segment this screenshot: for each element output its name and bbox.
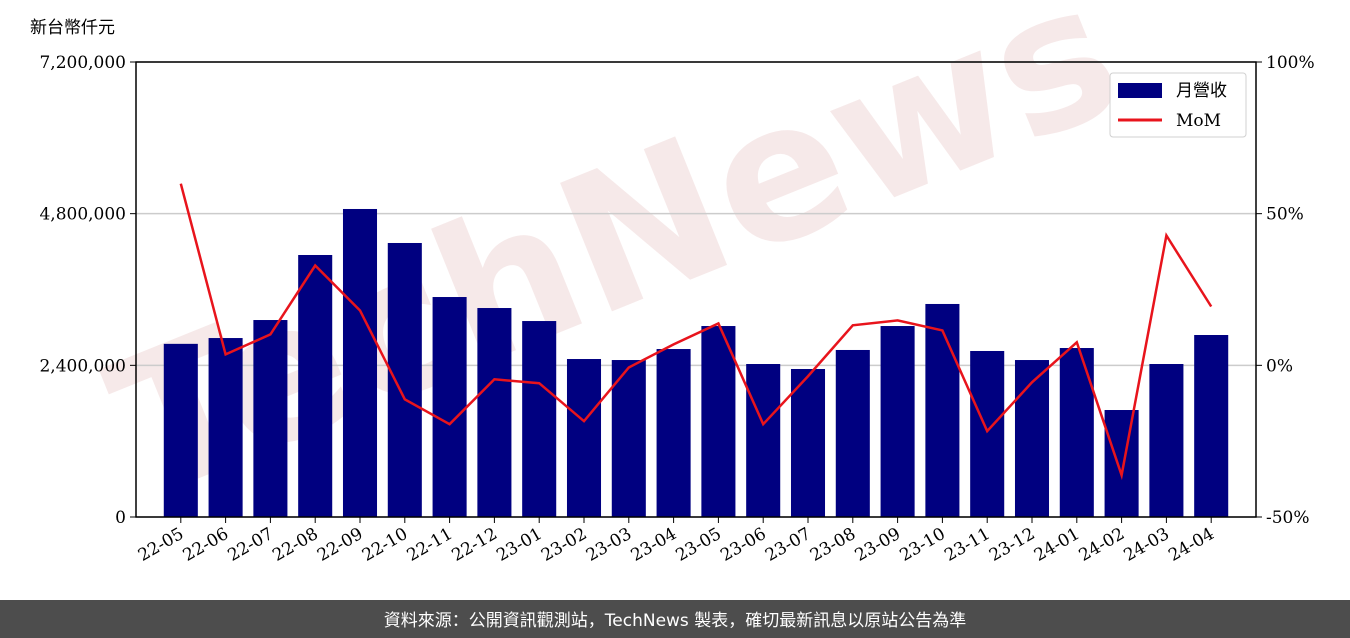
x-tick-label: 23-07	[762, 524, 814, 566]
x-tick-label: 22-09	[314, 524, 366, 566]
x-tick-label: 23-02	[538, 524, 590, 566]
footer-band	[0, 600, 1350, 638]
y2-tick-label: 50%	[1266, 205, 1304, 225]
y2-tick-label: -50%	[1266, 508, 1310, 528]
x-tick-label: 22-07	[224, 524, 276, 566]
bar	[1014, 360, 1050, 517]
bar	[925, 303, 960, 517]
x-tick-label: 23-09	[852, 524, 904, 566]
y-tick-label: 7,200,000	[39, 53, 126, 73]
x-tick-label: 23-10	[896, 524, 948, 566]
bar	[432, 297, 467, 517]
x-tick-label: 23-12	[986, 524, 1038, 566]
bar	[208, 338, 243, 517]
x-tick-label: 22-11	[404, 524, 456, 566]
x-tick-label: 23-03	[583, 524, 635, 566]
bar	[880, 326, 915, 517]
y-axis-label: 新台幣仟元	[30, 18, 115, 38]
bar	[566, 359, 602, 517]
bar	[611, 360, 646, 517]
bar	[790, 368, 826, 517]
legend-swatch	[1118, 83, 1162, 98]
plot-frame	[135, 61, 1257, 518]
bar	[701, 326, 736, 517]
x-tick-label: 24-02	[1076, 524, 1128, 566]
x-tick-label: 24-01	[1031, 524, 1083, 566]
x-tick-label: 22-10	[359, 524, 411, 566]
y-tick-label: 4,800,000	[39, 205, 126, 225]
mom-line	[179, 183, 1213, 481]
x-tick-label: 24-04	[1165, 524, 1217, 566]
legend-label: MoM	[1176, 111, 1221, 131]
x-tick-label: 22-08	[269, 524, 321, 566]
y-tick-label: 0	[115, 508, 126, 528]
x-tick-label: 23-04	[628, 524, 680, 566]
bar	[835, 349, 870, 517]
x-tick-label: 23-01	[493, 524, 545, 566]
x-tick-label: 22-12	[448, 524, 500, 566]
footer: 資料來源：公開資訊觀測站，TechNews 製表，確切最新訊息以原站公告為準	[384, 611, 966, 631]
bar	[477, 308, 512, 517]
bar	[298, 254, 333, 517]
bar	[656, 349, 691, 517]
bar	[1104, 410, 1139, 517]
bar	[1149, 364, 1184, 517]
y-tick-label: 2,400,000	[39, 356, 126, 376]
x-tick-label: 23-08	[807, 524, 859, 566]
y2-tick-label: 100%	[1266, 53, 1315, 73]
bar	[1059, 348, 1094, 517]
x-tick-label: 23-06	[717, 524, 769, 566]
bar	[342, 208, 378, 517]
bar	[163, 343, 198, 517]
bar	[522, 321, 557, 517]
x-tick-label: 23-05	[672, 524, 724, 566]
bar	[970, 350, 1005, 517]
bar	[253, 320, 288, 517]
y2-tick-label: 0%	[1266, 356, 1293, 376]
legend-label: 月營收	[1176, 81, 1227, 101]
bar	[746, 364, 781, 517]
x-tick-label: 23-11	[941, 524, 993, 566]
x-tick-label: 22-05	[135, 524, 187, 566]
bar	[1194, 335, 1229, 517]
bar	[387, 242, 422, 517]
x-tick-label: 24-03	[1120, 524, 1172, 566]
